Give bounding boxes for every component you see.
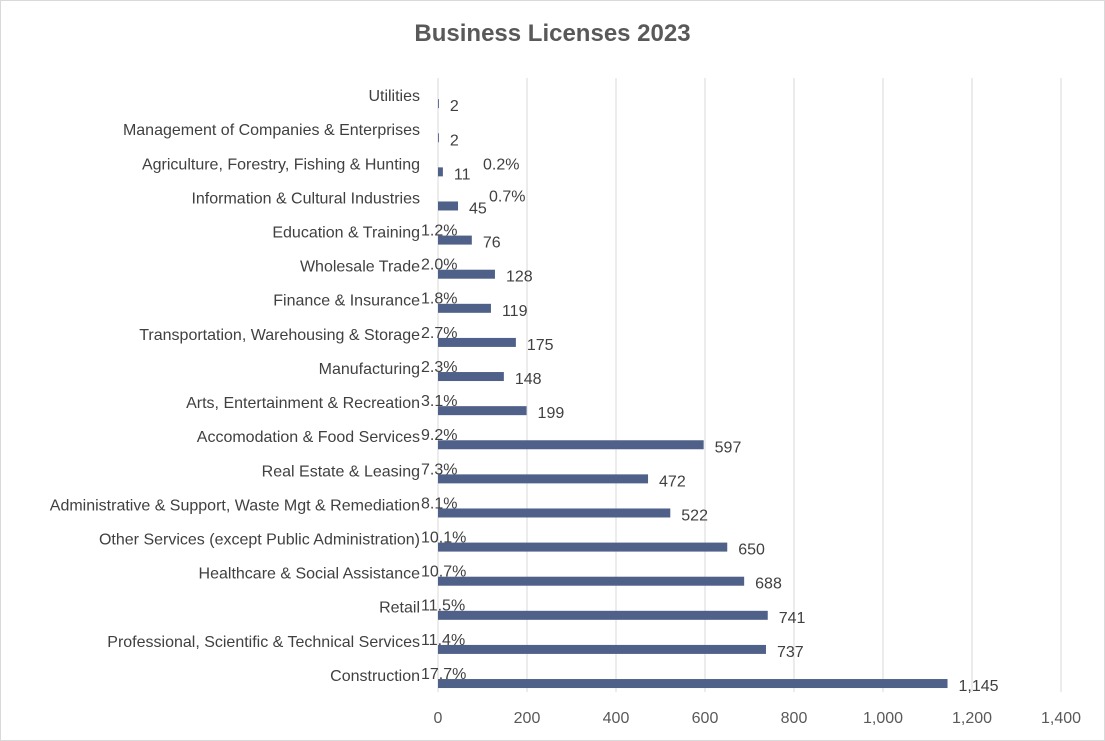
value-label: 688 (755, 576, 782, 593)
category-label: Professional, Scientific & Technical Ser… (107, 634, 420, 651)
percent-label: 1.8% (421, 291, 457, 308)
value-label: 1,145 (959, 678, 999, 695)
bar (438, 474, 649, 484)
bar (438, 576, 745, 586)
category-label: Manufacturing (319, 361, 420, 378)
bar (438, 133, 439, 143)
bar (438, 99, 439, 109)
value-label: 650 (738, 542, 765, 559)
value-label: 148 (515, 371, 542, 388)
bar (438, 269, 495, 279)
category-label: Real Estate & Leasing (262, 463, 420, 480)
category-labels: Utilities Management of Companies & Enter… (50, 88, 420, 685)
bar (438, 201, 459, 211)
category-label: Accomodation & Food Services (197, 429, 420, 446)
bar (438, 542, 728, 552)
category-label: Retail (379, 600, 420, 617)
percent-label: 9.2% (421, 427, 457, 444)
percent-label: 2.3% (421, 359, 457, 376)
x-tick-label: 800 (781, 710, 808, 727)
bars (438, 99, 948, 689)
percent-label: 1.2% (421, 223, 457, 240)
category-label: Finance & Insurance (273, 293, 420, 310)
percent-label: 0.2% (483, 156, 519, 173)
percent-label: 11.4% (421, 632, 465, 649)
value-labels: 2 2 11 45 76 128 119 175 148 199 597 472 522 650 688 74… (450, 98, 999, 695)
percent-label: 3.1% (421, 393, 457, 410)
category-label: Wholesale Trade (300, 259, 420, 276)
category-label: Information & Cultural Industries (191, 190, 420, 207)
value-label: 199 (538, 405, 565, 422)
category-label: Administrative & Support, Waste Mgt & Re… (50, 497, 420, 514)
bar (438, 679, 948, 689)
category-label: Transportation, Warehousing & Storage (139, 327, 420, 344)
percent-label: 0.7% (489, 188, 525, 205)
category-label: Management of Companies & Enterprises (123, 122, 420, 139)
x-tick-label: 0 (434, 710, 443, 727)
percent-labels: 0.2% 0.7% 1.2% 2.0% 1.8% 2.7% 2.3% 3.1% 9.2% 7.3%… (421, 156, 525, 683)
x-tick-label: 600 (692, 710, 719, 727)
value-label: 737 (777, 644, 804, 661)
value-label: 45 (469, 200, 487, 217)
bar (438, 440, 704, 450)
bar (438, 235, 472, 245)
value-label: 11 (454, 166, 471, 183)
bar (438, 337, 516, 347)
category-label: Education & Training (272, 225, 420, 242)
value-label: 175 (527, 337, 554, 354)
x-tick-label: 1,400 (1041, 710, 1081, 727)
x-axis-tick-labels: 0 200 400 600 800 1,000 1,200 1,400 (434, 710, 1082, 727)
percent-label: 2.7% (421, 325, 457, 342)
percent-label: 10.1% (421, 530, 466, 547)
value-label: 472 (659, 473, 686, 490)
value-label: 128 (506, 269, 533, 286)
gridlines (437, 78, 1062, 692)
category-label: Construction (330, 668, 420, 685)
bar (438, 167, 443, 177)
value-label: 76 (483, 235, 501, 252)
category-label: Healthcare & Social Assistance (199, 566, 421, 583)
percent-label: 2.0% (421, 257, 457, 274)
bar (438, 644, 766, 654)
value-label: 522 (681, 507, 708, 524)
value-label: 2 (450, 132, 459, 149)
x-tick-label: 200 (514, 710, 541, 727)
percent-label: 7.3% (421, 461, 457, 478)
x-tick-label: 400 (603, 710, 630, 727)
bar (438, 303, 491, 313)
value-label: 741 (779, 610, 806, 627)
category-label: Utilities (368, 88, 420, 105)
bar (438, 372, 504, 382)
bar (438, 610, 768, 620)
category-label: Agriculture, Forestry, Fishing & Hunting (142, 156, 420, 173)
value-label: 597 (715, 439, 742, 456)
bar (438, 406, 527, 416)
x-tick-label: 1,000 (863, 710, 903, 727)
bar (438, 508, 671, 518)
category-label: Other Services (except Public Administra… (99, 532, 420, 549)
percent-label: 17.7% (421, 666, 466, 683)
x-tick-label: 1,200 (952, 710, 992, 727)
value-label: 2 (450, 98, 459, 115)
percent-label: 10.7% (421, 564, 466, 581)
percent-label: 8.1% (421, 495, 457, 512)
category-label: Arts, Entertainment & Recreation (186, 395, 420, 412)
value-label: 119 (502, 303, 528, 320)
percent-label: 11.5% (421, 598, 465, 615)
chart-title: Business Licenses 2023 (414, 20, 691, 47)
